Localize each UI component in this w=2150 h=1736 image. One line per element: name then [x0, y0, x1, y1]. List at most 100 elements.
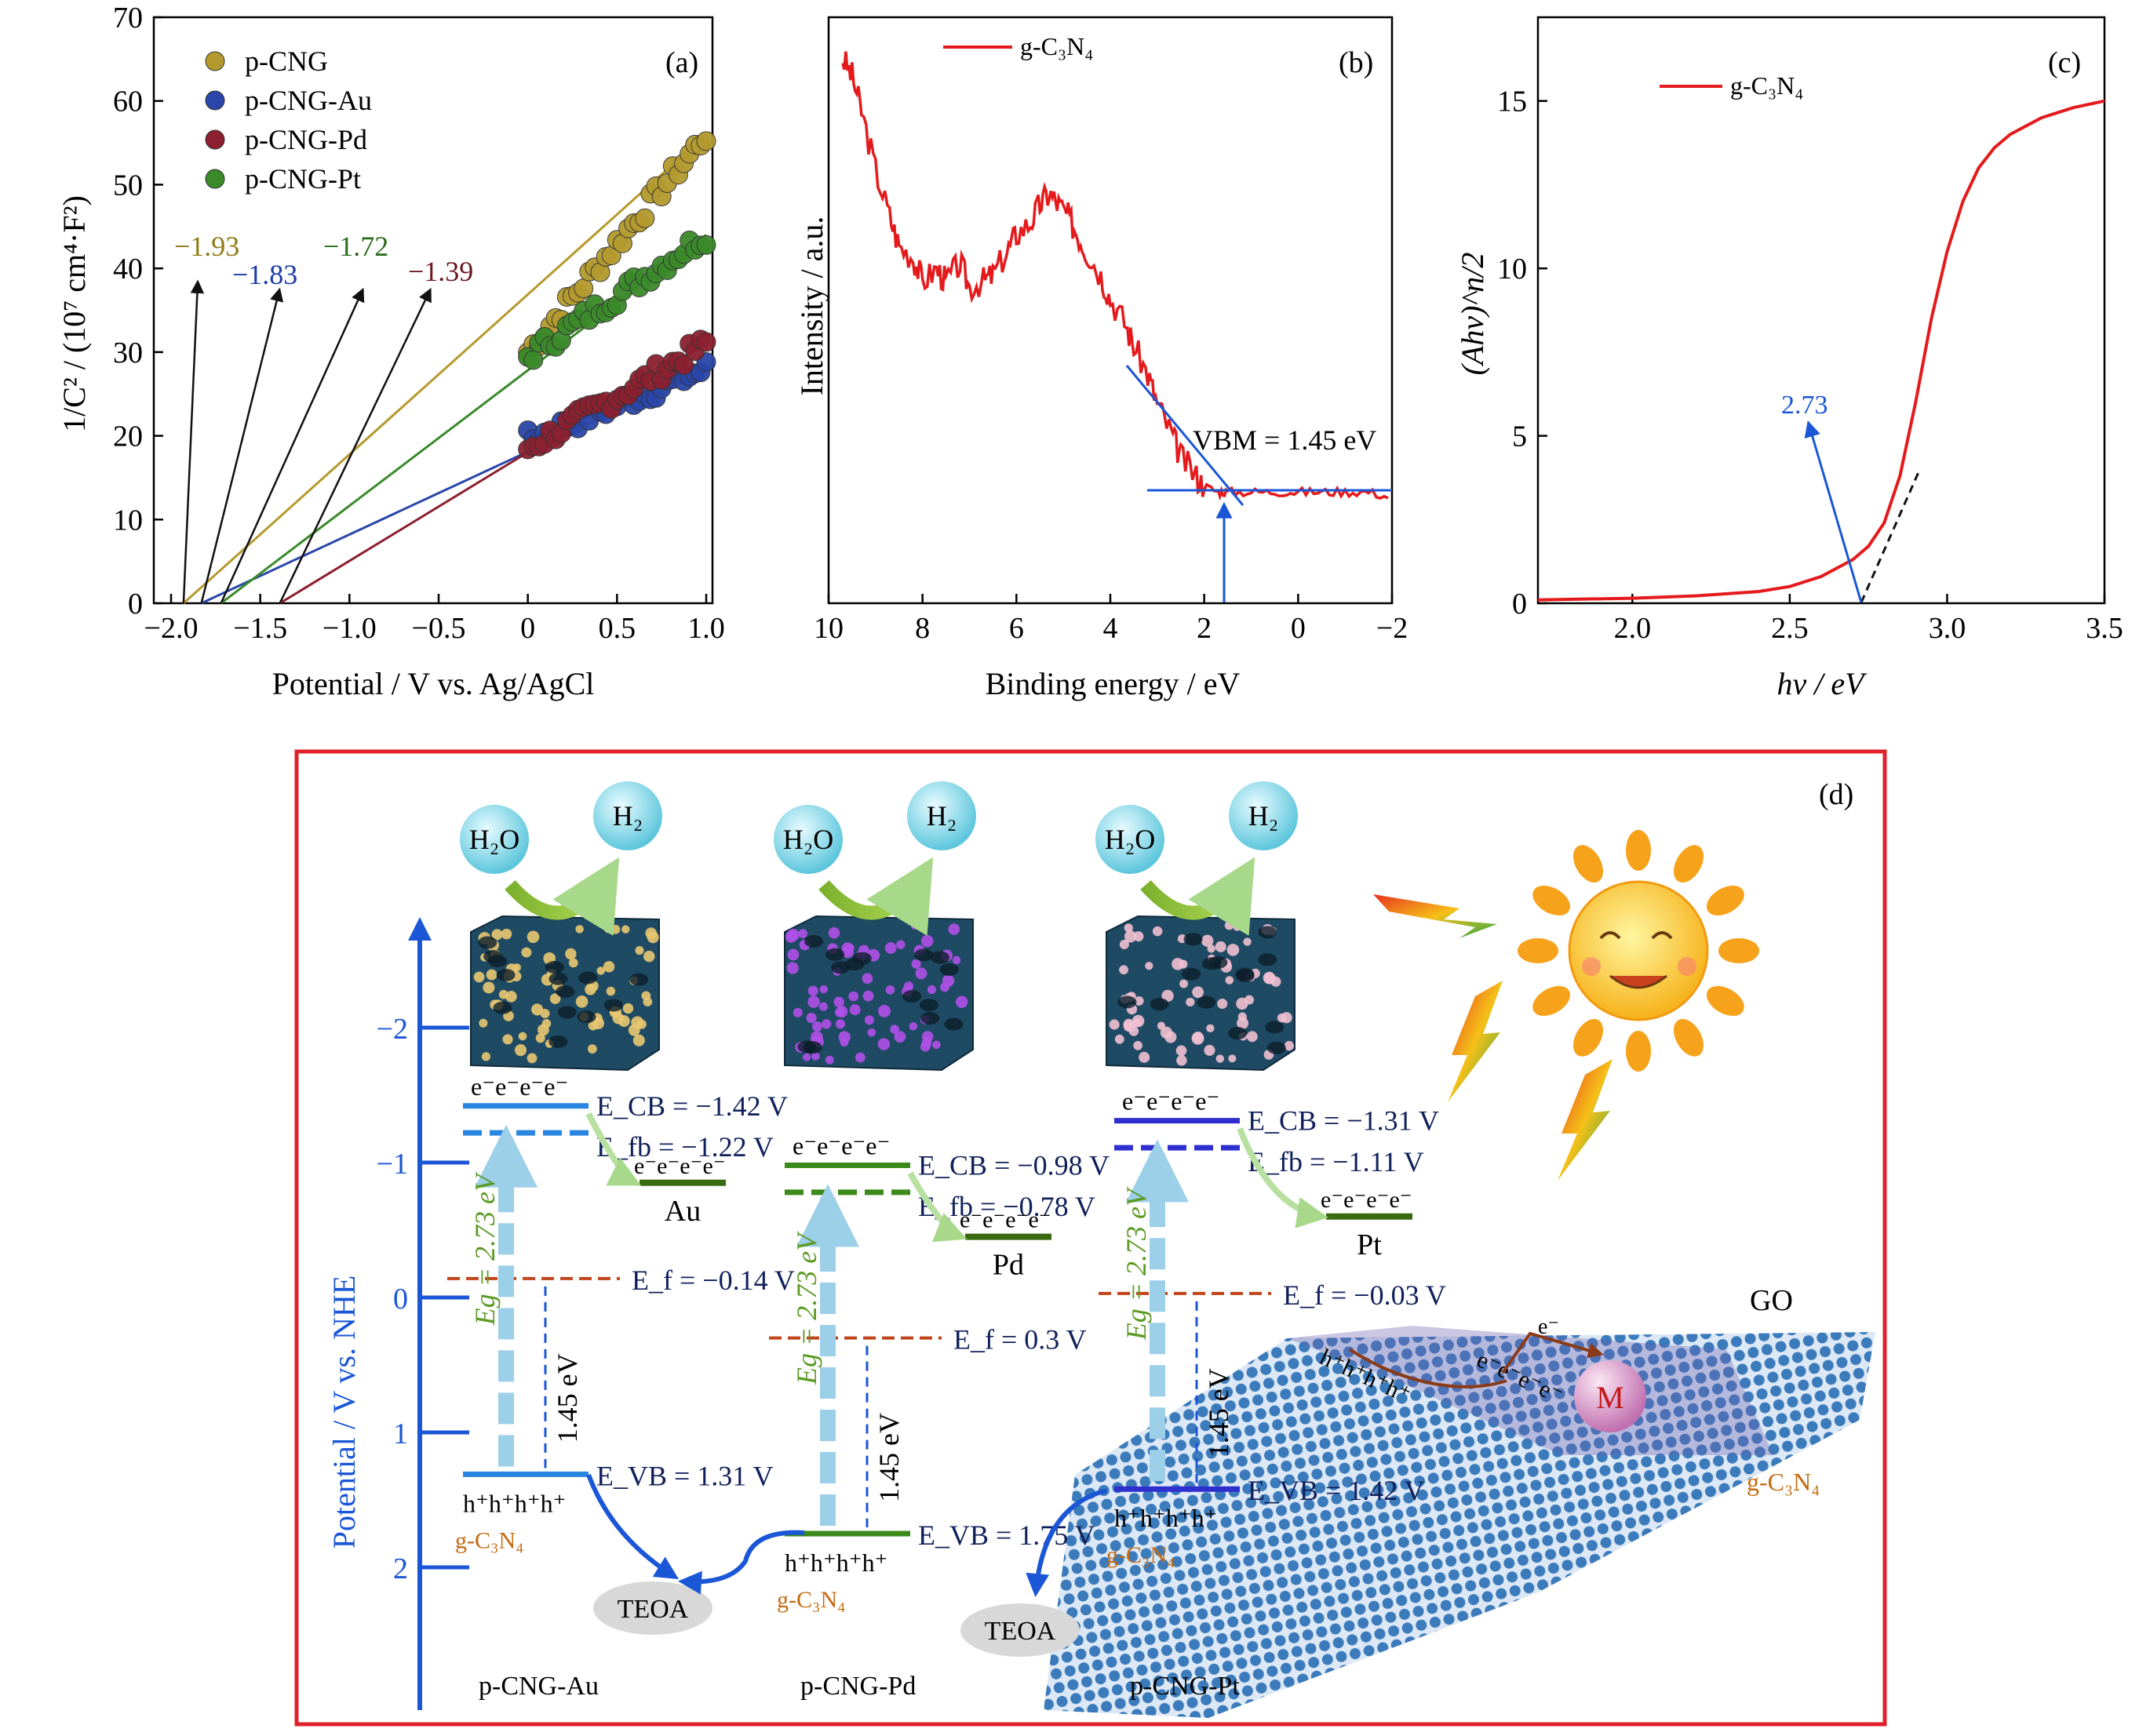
metal-nanoparticle [1574, 1360, 1646, 1432]
catalyst-name-label: p-CNG-Au [479, 1672, 599, 1701]
reaction-arrow [505, 857, 620, 936]
x-tick-label: 4 [1103, 612, 1118, 645]
x-tick-label: 6 [1009, 612, 1024, 645]
x-tick-label: 10 [814, 612, 844, 645]
gap-label: 1.45 eV [873, 1413, 905, 1502]
metal-label: M [1596, 1380, 1624, 1415]
catalyst-name-label: p-CNG-Pd [800, 1672, 916, 1701]
panel-a-x-axis-label: Potential / V vs. Ag/AgCl [272, 666, 595, 701]
data-point [574, 278, 594, 299]
hole-scavenge-arrow [678, 1530, 805, 1595]
metal-electrons-label: e⁻e⁻e⁻e⁻ [960, 1207, 1051, 1233]
legend-label: p-CNG [245, 45, 328, 77]
holes-label: h⁺h⁺h⁺h⁺ [1114, 1504, 1218, 1532]
data-point [635, 208, 655, 228]
panel-b-x-ticks: 10 8 6 4 2 0 −2 [814, 594, 1408, 645]
legend-label: p-CNG-Pd [245, 124, 367, 155]
catalyst-name-label: p-CNG-Pt [1130, 1672, 1240, 1701]
panel-a-intercept-arrows: −1.93−1.83 −1.72 −1.39 [174, 231, 473, 604]
y-tick-label: 30 [113, 337, 143, 369]
ef-label: E_f = −0.14 V [632, 1265, 795, 1296]
x-tick-label: 0.5 [599, 612, 636, 645]
intercept-arrow [220, 287, 365, 604]
ef-label: E_f = −0.03 V [1283, 1279, 1446, 1311]
ecb-label: E_CB = −1.31 V [1248, 1105, 1439, 1137]
sheet-transfer-arrow [1501, 1331, 1604, 1374]
intercept-arrow [279, 287, 432, 604]
legend-marker [205, 169, 225, 189]
ecb-label: E_CB = −1.42 V [596, 1090, 788, 1122]
x-tick-label: 8 [915, 612, 930, 645]
x-tick-label: 2.0 [1614, 612, 1652, 645]
panel-c-y-ticks: 0 5 10 15 [1497, 86, 1547, 621]
lightning-bolt-icon [1448, 981, 1503, 1102]
legend-marker [205, 129, 225, 150]
panel-c-x-axis-label: hv / eV [1776, 666, 1868, 701]
water-label: H₂O [783, 824, 834, 855]
panel-c-tangent [1860, 471, 1920, 603]
electron-transfer-arrow [585, 1112, 642, 1186]
electrons-label: e⁻e⁻e⁻e⁻ [1122, 1087, 1219, 1115]
column-p-cng-pd: H₂O H₂ 1.45 eV Eg = 2.73 eV e⁻e⁻e⁻e⁻ E_CB = −… [769, 781, 1110, 1701]
potential-axis-label: Potential / V vs. NHE [326, 1276, 362, 1549]
go-sheet-illustration: GO g-C₃N₄ M h⁺h⁺h⁺h⁺ e⁻e⁻e⁻e⁻ e⁻ [1044, 1284, 1875, 1718]
water-molecule-icon [774, 805, 843, 874]
reaction-arrow [818, 857, 934, 936]
lightning-bolt-icon [1558, 1059, 1612, 1181]
x-tick-label: 0 [520, 612, 535, 645]
panel-c: 2.0 2.5 3.0 3.5 0 5 10 15 2.73 g-C₃N₄ (c) hv /… [1455, 16, 2123, 701]
water-molecule-icon [1095, 805, 1164, 874]
panel-a-x-ticks: −2.0 −1.5 −1.0 −0.5 0 0.5 1.0 [144, 594, 725, 645]
hydrogen-label: H₂ [613, 800, 643, 832]
panel-c-frame [1536, 16, 2106, 605]
sheet-electron-single: e⁻ [1538, 1315, 1559, 1339]
panel-d-frame [294, 749, 1887, 1727]
gap-label: 1.45 eV [552, 1353, 583, 1443]
panel-b-frame [827, 16, 1394, 605]
x-tick-label: 1.0 [687, 612, 725, 645]
metal-electrons-label: e⁻e⁻e⁻e⁻ [1321, 1187, 1412, 1213]
bandgap-label: Eg = 2.73 eV [791, 1231, 822, 1385]
evb-label: E_VB = 1.31 V [596, 1460, 774, 1491]
electron-transfer-arrow [907, 1171, 968, 1243]
intercept-label: −1.93 [174, 231, 239, 262]
teoa-label: TEOA [618, 1595, 689, 1624]
panel-c-bandgap-arrow [1804, 420, 1863, 603]
gcn-label: g-C₃N₄ [777, 1587, 846, 1613]
x-tick-label: 2.5 [1771, 612, 1809, 645]
bandgap-label: Eg = 2.73 eV [1121, 1186, 1152, 1341]
metal-name-label: Au [665, 1195, 701, 1228]
x-tick-label: −1.5 [233, 612, 287, 645]
panel-a-fit-lines [182, 133, 708, 605]
go-label: GO [1750, 1284, 1793, 1317]
y-tick-label: 60 [113, 86, 143, 118]
panel-c-label: (c) [2048, 46, 2081, 79]
axis-tick-label: −2 [377, 1013, 408, 1046]
legend-marker [205, 51, 225, 71]
intercept-label: −1.83 [232, 259, 297, 290]
panel-a-legend: p-CNG p-CNG-Au p-CNG-Pd p-CNG-Pt [205, 45, 372, 195]
axis-tick-label: −1 [377, 1148, 408, 1181]
panel-c-tauc-line [1537, 99, 2105, 602]
panel-a-frame [152, 16, 714, 605]
y-tick-label: 15 [1497, 86, 1527, 118]
intercept-arrow [200, 287, 284, 604]
gcn-sheet [1287, 1326, 1773, 1455]
hydrogen-molecule-icon [907, 781, 976, 850]
teoa-label: TEOA [985, 1617, 1056, 1646]
evb-label: E_VB = 1.42 V [1248, 1475, 1425, 1506]
hole-scavenge-arrow [1026, 1488, 1107, 1597]
x-tick-label: −2 [1376, 612, 1408, 645]
y-tick-label: 0 [128, 588, 143, 621]
legend-label: p-CNG-Pt [245, 163, 361, 195]
electrons-label: e⁻e⁻e⁻e⁻ [471, 1072, 568, 1101]
gcn-sheet-label: g-C₃N₄ [1747, 1468, 1820, 1496]
y-tick-label: 5 [1512, 420, 1527, 453]
y-tick-label: 50 [113, 169, 143, 202]
intercept-label: −1.72 [323, 231, 388, 262]
water-molecule-icon [460, 805, 529, 874]
panel-b: 10 8 6 4 2 0 −2 VBM = 1.45 eV g-C₃N₄ (b) Bindi… [794, 16, 1408, 701]
axis-tick-label: 2 [393, 1552, 408, 1585]
holes-label: h⁺h⁺h⁺h⁺ [785, 1549, 888, 1577]
ef-label: E_f = 0.3 V [953, 1324, 1087, 1356]
